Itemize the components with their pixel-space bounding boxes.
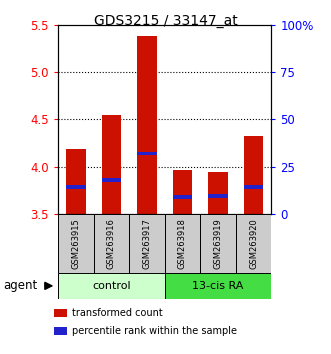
Bar — [66, 149, 85, 214]
Bar — [66, 185, 85, 189]
Bar — [208, 172, 228, 214]
Bar — [137, 152, 157, 155]
Bar — [54, 309, 68, 317]
Bar — [93, 214, 129, 273]
Bar — [165, 214, 200, 273]
Text: GSM263918: GSM263918 — [178, 218, 187, 269]
Text: GSM263917: GSM263917 — [142, 218, 151, 269]
Bar — [58, 273, 165, 299]
Text: GSM263915: GSM263915 — [71, 218, 80, 269]
Text: GSM263919: GSM263919 — [213, 218, 222, 269]
Bar — [173, 195, 192, 199]
Text: transformed count: transformed count — [72, 308, 163, 318]
Bar — [244, 185, 263, 189]
Bar — [244, 136, 263, 214]
Bar — [165, 273, 271, 299]
Bar — [129, 214, 165, 273]
Text: 13-cis RA: 13-cis RA — [192, 281, 244, 291]
Bar — [54, 327, 68, 335]
Bar — [200, 214, 236, 273]
Bar — [137, 36, 157, 214]
Text: control: control — [92, 281, 131, 291]
Bar — [236, 214, 271, 273]
Text: agent: agent — [3, 279, 37, 292]
Bar — [102, 115, 121, 214]
Text: GDS3215 / 33147_at: GDS3215 / 33147_at — [94, 14, 237, 28]
Bar — [58, 214, 93, 273]
Text: GSM263916: GSM263916 — [107, 218, 116, 269]
Bar — [208, 194, 228, 198]
Text: percentile rank within the sample: percentile rank within the sample — [72, 326, 237, 336]
Text: GSM263920: GSM263920 — [249, 218, 258, 269]
Bar — [102, 178, 121, 182]
Bar — [173, 170, 192, 214]
